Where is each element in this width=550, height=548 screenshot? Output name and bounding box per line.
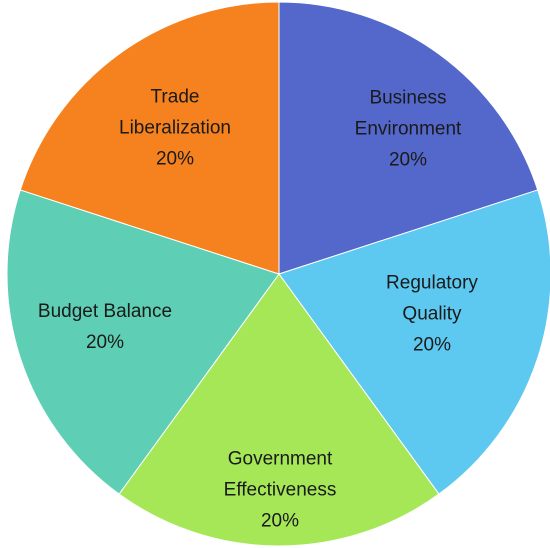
category-label: Business Environment: [354, 87, 462, 140]
value-label: 20%: [260, 510, 300, 532]
slice-label: Regulatory Quality 20%: [372, 268, 492, 361]
slice-label: Trade Liberalization 20%: [100, 82, 250, 175]
slice-label: Business Environment 20%: [333, 83, 483, 176]
slice-label: Government Effectiveness 20%: [195, 444, 365, 537]
category-label: Budget Balance: [37, 301, 173, 322]
value-label: 20%: [412, 334, 452, 356]
pie-slice: [19, 1, 280, 275]
pie-slice: [278, 1, 539, 275]
category-label: Trade Liberalization: [119, 86, 231, 139]
category-label: Government Effectiveness: [223, 448, 337, 501]
value-label: 20%: [388, 149, 428, 171]
value-label: 20%: [85, 332, 125, 353]
value-label: 20%: [155, 148, 195, 170]
pie-slice: [278, 189, 550, 495]
pie-slice: [6, 189, 280, 495]
slice-label: Budget Balance 20%: [5, 296, 205, 358]
category-label: Regulatory Quality: [386, 272, 478, 325]
pie-slice: [118, 273, 440, 547]
